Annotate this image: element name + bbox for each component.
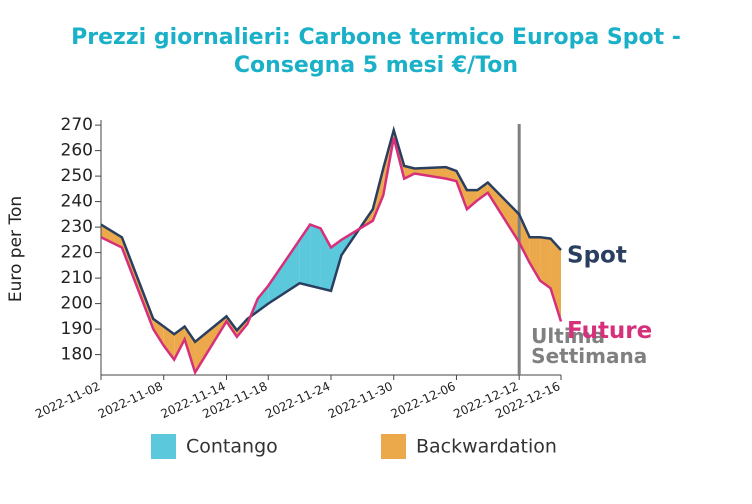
spread-fill [519,214,530,263]
series-line [100,125,562,344]
spread-fill [101,224,122,248]
spread-fill [163,326,175,360]
y-tick-label: 200 [61,294,93,314]
x-tick-label: 2022-11-24 [263,379,332,421]
x-tick-label: 2022-11-30 [326,379,395,421]
x-tick-label: 2022-11-02 [33,379,102,421]
chart-title: Prezzi giornalieri: Carbone termico Euro… [71,25,681,78]
y-tick-label: 250 [61,166,93,186]
x-tick-label: 2022-11-08 [96,379,165,421]
legend-label: Backwardation [416,436,557,458]
spread-fill [550,238,561,322]
legend-swatch [151,434,176,459]
y-tick-label: 180 [61,345,93,365]
spread-fill [540,237,551,289]
series-line [100,137,563,376]
spread-fill [487,182,520,243]
y-tick-label: 270 [61,115,93,135]
spread-fill [414,167,446,179]
spread-fill [466,190,478,210]
series-label: Future [567,318,652,344]
spread-fill [477,182,488,201]
y-tick-label: 230 [61,217,93,237]
y-tick-label: 260 [61,141,93,161]
annotation-label: Ultima [531,324,605,348]
spread-fill [174,326,185,360]
legend-label: Contango [186,436,278,458]
series-label: Spot [567,243,627,269]
y-axis-label: Euro per Ton [6,196,26,302]
y-tick-label: 220 [61,243,93,263]
spread-fill [299,224,311,286]
spread-fill [529,237,541,281]
y-tick-label: 240 [61,192,93,212]
annotation-label: Settimana [531,344,647,368]
y-tick-label: 210 [61,268,93,288]
spread-fill [310,224,321,289]
legend-swatch [381,434,406,459]
y-tick-label: 190 [61,319,93,339]
x-tick-label: 2022-12-06 [389,379,458,421]
